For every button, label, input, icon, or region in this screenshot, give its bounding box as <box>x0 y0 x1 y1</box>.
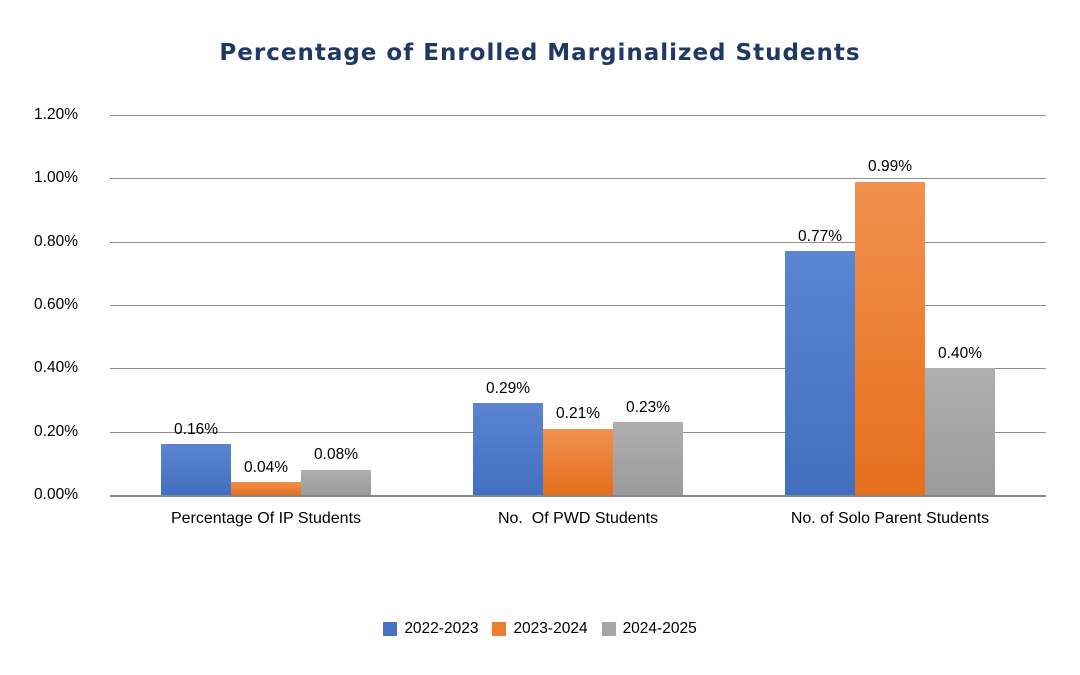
legend-label: 2023-2024 <box>513 620 588 637</box>
gridline <box>110 305 1046 306</box>
bar-2023-2024-category-1 <box>231 482 301 495</box>
y-axis-tick-label: 0.60% <box>34 296 78 313</box>
bar-2022-2023-category-2 <box>473 403 543 495</box>
bar-value-label: 0.23% <box>626 398 670 416</box>
y-axis-tick-label: 0.00% <box>34 486 78 503</box>
bar-2022-2023-category-1 <box>161 444 231 495</box>
bar-value-label: 0.40% <box>938 344 982 362</box>
legend-item-2024-2025: 2024-2025 <box>601 620 697 637</box>
gridline <box>110 178 1046 180</box>
bar-value-label: 0.21% <box>556 405 600 422</box>
bar-value-label: 0.16% <box>174 420 218 438</box>
y-axis-tick-label: 1.00% <box>34 169 78 187</box>
bar-value-label: 0.99% <box>868 158 912 175</box>
x-axis-category-label: No. Of PWD Students <box>497 510 659 527</box>
legend-swatch-icon <box>601 621 616 636</box>
bar-2022-2023-category-3 <box>785 251 855 495</box>
y-axis-tick-label: 0.40% <box>34 359 78 377</box>
gridline <box>110 241 1046 243</box>
y-axis-tick-label: 0.20% <box>34 422 78 440</box>
bar-2024-2025-category-3 <box>925 368 995 495</box>
bar-value-label: 0.77% <box>798 227 842 245</box>
gridline <box>110 115 1046 116</box>
legend-item-2022-2023: 2022-2023 <box>383 621 478 637</box>
bar-2023-2024-category-3 <box>855 181 925 495</box>
chart-legend: 2022-2023 2023-2024 2024-2025 <box>0 621 1080 637</box>
bar-value-label: 0.08% <box>314 446 358 464</box>
chart-title: Percentage of Enrolled Marginalized Stud… <box>219 40 861 66</box>
y-axis-tick-label: 0.80% <box>34 232 78 250</box>
legend-label: 2024-2025 <box>622 620 697 637</box>
gridline <box>110 495 1046 497</box>
x-axis-category-label: Percentage Of IP Students <box>170 510 362 527</box>
bar-value-label: 0.04% <box>244 458 288 476</box>
legend-swatch-icon <box>383 621 398 636</box>
bar-2023-2024-category-2 <box>543 428 613 495</box>
legend-label: 2022-2023 <box>404 620 479 637</box>
y-axis-tick-label: 1.20% <box>34 106 78 123</box>
bar-value-label: 0.29% <box>486 379 530 397</box>
bar-2024-2025-category-1 <box>301 469 371 495</box>
x-axis-category-label: No. of Solo Parent Students <box>790 510 990 527</box>
plot-area: 0.16% 0.04% 0.08% 0.29% 0.21% 0.23% 0.77% 0.99%… <box>110 115 1046 497</box>
legend-item-2023-2024: 2023-2024 <box>492 620 588 637</box>
legend-swatch-icon <box>492 621 507 636</box>
bar-2024-2025-category-2 <box>613 422 683 495</box>
gridline <box>110 368 1046 370</box>
